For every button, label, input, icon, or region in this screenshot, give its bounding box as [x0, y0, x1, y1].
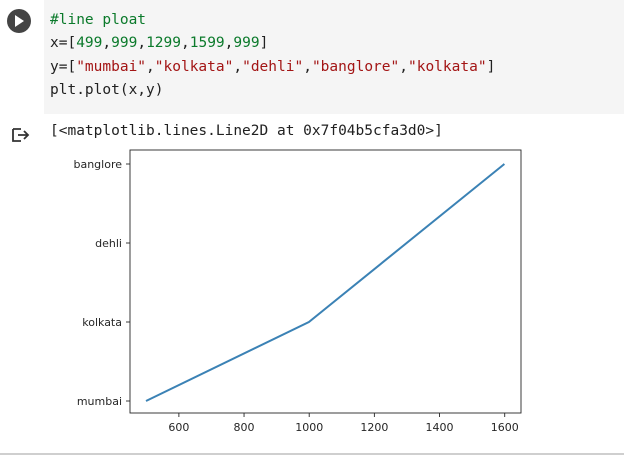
code-token: ,	[224, 35, 234, 51]
code-token: #line ploat	[50, 12, 147, 28]
x-tick-label: 600	[168, 421, 189, 434]
series-line	[145, 163, 506, 402]
code-token: 999	[111, 35, 138, 51]
code-token: 999	[233, 35, 260, 51]
x-tick-label: 1600	[491, 421, 519, 434]
code-editor[interactable]: #line ploat x=[499,999,1299,1599,999] y=…	[44, 0, 624, 114]
play-icon	[15, 15, 24, 27]
code-token: 1599	[189, 35, 225, 51]
x-tick-label: 1000	[295, 421, 323, 434]
output-text: [<matplotlib.lines.Line2D at 0x7f04b5cfa…	[50, 123, 443, 139]
x-tick-label: 1200	[360, 421, 388, 434]
code-token: ,	[233, 59, 243, 75]
x-tick-label: 1400	[426, 421, 454, 434]
code-token: plt.plot(x,y)	[50, 82, 164, 98]
y-tick-label: mumbai	[77, 395, 122, 408]
cell-gutter	[0, 0, 44, 114]
code-token: 499	[76, 35, 103, 51]
y-tick-label: dehli	[95, 237, 122, 250]
code-token: ]	[259, 35, 269, 51]
code-token: y=[	[50, 59, 77, 75]
code-line: #line ploat	[50, 10, 146, 30]
output-toggle-icon[interactable]	[11, 127, 31, 143]
code-token: ,	[181, 35, 190, 51]
code-token: ,	[137, 35, 147, 51]
code-token: x=[	[50, 35, 77, 51]
y-tick-label: banglore	[73, 158, 122, 171]
code-token: "kolkata"	[154, 59, 234, 75]
x-tick-label: 800	[234, 421, 255, 434]
cell-divider	[0, 453, 624, 455]
axis-ticks: 600 800 1000 1200 1400 1600 mumbai kolkata dehli…	[73, 158, 518, 434]
code-line: x=[499,999,1299,1599,999]	[50, 33, 268, 53]
run-cell-button[interactable]	[7, 9, 31, 33]
code-token: ,	[303, 59, 312, 75]
code-token: ]	[486, 59, 496, 75]
code-token: ,	[399, 59, 408, 75]
code-token: "dehli"	[242, 59, 304, 75]
code-token: 1299	[146, 35, 181, 51]
code-line: plt.plot(x,y)	[50, 80, 164, 100]
y-tick-label: kolkata	[82, 316, 122, 329]
code-line: y=["mumbai","kolkata","dehli","banglore"…	[50, 57, 495, 77]
code-token: ,	[146, 59, 155, 75]
code-token: "kolkata"	[407, 59, 487, 75]
code-token: ,	[102, 35, 112, 51]
code-token: "mumbai"	[76, 59, 147, 75]
plot-frame	[129, 149, 522, 414]
code-token: "banglore"	[311, 59, 400, 75]
